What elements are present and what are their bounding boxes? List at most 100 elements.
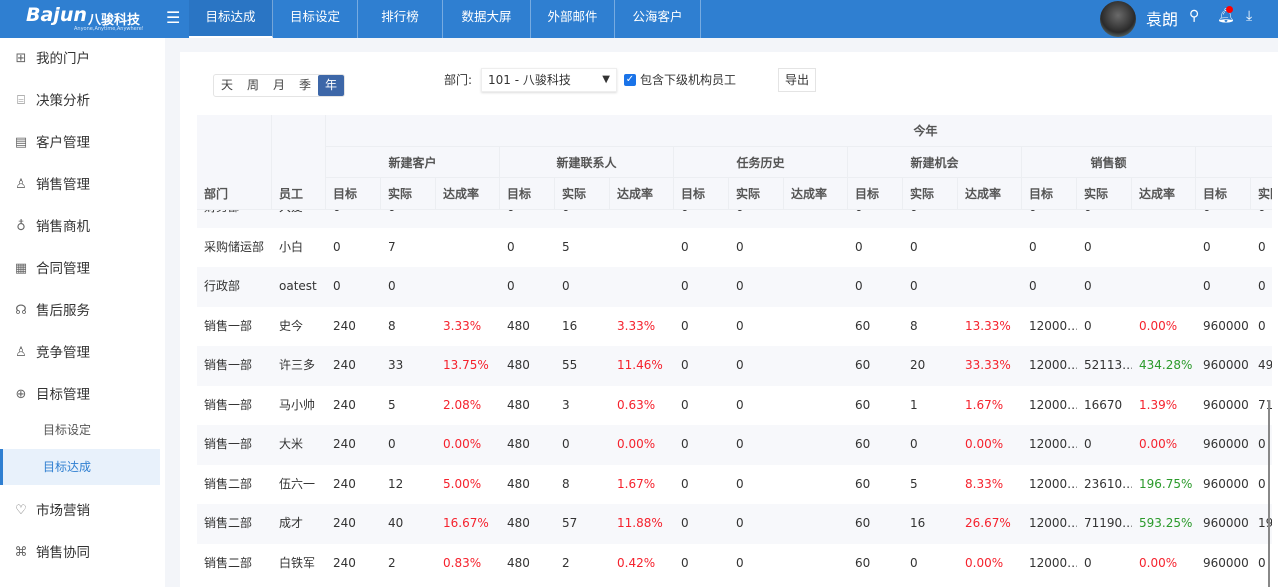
logo[interactable]: Bajun 八骏科技 Anyone,Anytime,Anywhere! [26, 2, 144, 36]
table-row[interactable]: 销售一部 史今 240 8 3.33% 480 16 3.33% 0 0 60 8 13.33% 1200… [197, 306, 1272, 347]
sub-header[interactable]: 达成率 [958, 178, 1022, 210]
sub-header[interactable]: 实际 [555, 178, 610, 210]
table-cell: 0.00% [965, 437, 1004, 451]
table-cell: 8 [562, 476, 570, 491]
period-4[interactable]: 年 [318, 75, 344, 96]
table-cell: 13.75% [443, 358, 489, 372]
sidebar-item-label: 销售协同 [36, 545, 90, 561]
sub-header[interactable]: 目标 [1196, 178, 1251, 210]
period-3[interactable]: 季 [298, 78, 311, 92]
table-cell: 240 [333, 555, 356, 570]
sub-header[interactable]: 达成率 [610, 178, 674, 210]
checkbox-checked-icon[interactable]: ✓ [624, 73, 636, 86]
table-row[interactable]: 销售二部 成才 240 40 16.67% 480 57 11.88% 0 0 60 16 26.67%… [197, 504, 1272, 544]
table-cell: 0 [1084, 239, 1092, 254]
table-cell: 0 [1022, 210, 1077, 228]
table-cell: 960000 [1203, 516, 1249, 530]
table-cell: 1 [910, 397, 918, 412]
vertical-scrollbar[interactable] [1268, 400, 1270, 587]
table-cell: 52113… [1084, 358, 1132, 372]
sub-header[interactable]: 实际 [381, 178, 436, 210]
table-row[interactable]: 销售一部 许三多 240 33 13.75% 480 55 11.46% 0 0 60 20 33.33… [197, 346, 1272, 386]
sidebar-item-4[interactable]: ♁ 销售商机 [12, 212, 90, 242]
sidebar-item-after-1[interactable]: ⌘ 销售协同 [12, 538, 91, 568]
table-row[interactable]: 行政部 oatest 0 0 0 0 0 0 0 0 0 0 0 0 [197, 267, 1272, 307]
table-cell: 1.67% [965, 397, 1004, 412]
dept-header[interactable]: 部门 [197, 115, 272, 210]
table-row[interactable]: 销售二部 白铁军 240 2 0.83% 480 2 0.42% 0 0 60 0 0.00% 12000… [197, 543, 1272, 583]
dept-select[interactable]: 101 - 八骏科技 ▼ [481, 68, 617, 92]
table-cell: 0 [903, 210, 958, 228]
table-cell: 0 [381, 210, 436, 228]
table-cell: 0 [1196, 210, 1251, 228]
sub-header[interactable]: 实际 [1077, 178, 1132, 210]
nav-tab-0[interactable]: 目标达成 [189, 0, 273, 38]
sub-header[interactable]: 目标 [500, 178, 555, 210]
sub-header[interactable]: 目标 [1022, 178, 1077, 210]
table-cell [436, 228, 500, 268]
period-1[interactable]: 周 [246, 78, 259, 92]
table-cell: 16.67% [443, 516, 489, 530]
period-2[interactable]: 月 [272, 78, 285, 92]
sub-header[interactable]: 达成率 [1132, 178, 1196, 210]
table-row[interactable]: 销售一部 大米 240 0 0.00% 480 0 0.00% 0 0 60 0 0.00% 12000…… [197, 425, 1272, 465]
sidebar-subitem-1[interactable]: 目标达成 [0, 449, 160, 485]
user-name[interactable]: 袁朗 [1146, 10, 1179, 29]
table-row[interactable]: 销售一部 马小帅 240 5 2.08% 480 3 0.63% 0 0 60 1 1.67% 12000… [197, 385, 1272, 425]
group-header-2: 任务历史 [674, 147, 848, 178]
sidebar-subitem-0[interactable]: 目标设定 [43, 423, 92, 437]
sidebar-item-7[interactable]: ♙ 竞争管理 [12, 338, 90, 368]
sidebar-item-5[interactable]: ▦ 合同管理 [12, 254, 90, 284]
notification-dot [1226, 6, 1233, 13]
table-row[interactable]: 财务部大爱000000000000 [197, 210, 1272, 228]
table-cell: 0 [1258, 437, 1266, 451]
avatar[interactable] [1100, 1, 1136, 37]
sub-header[interactable]: 实际 [729, 178, 784, 210]
sidebar: ⊞ 我的门户 ⌸ 决策分析 ▤ 客户管理 ♙ 销售管理 ♁ 销售商机 ▦ 合同管理 ☊ 售后服务 ♙ 竞争管理… [0, 38, 165, 587]
search-icon[interactable]: ⚲ [1189, 8, 1200, 24]
hamburger-menu-icon[interactable]: ☰ [166, 8, 181, 27]
table-cell: 0 [681, 239, 689, 254]
sub-header[interactable]: 目标 [848, 178, 903, 210]
sub-header[interactable]: 目标 [326, 178, 381, 210]
nav-tab-5[interactable]: 公海客户 [615, 0, 701, 38]
table-cell: 1.39% [1139, 397, 1178, 412]
nav-tab-3[interactable]: 数据大屏 [443, 0, 531, 38]
nav-tab-4[interactable]: 外部邮件 [531, 0, 615, 38]
table-cell: 26.67% [965, 516, 1011, 530]
table-cell [784, 228, 848, 268]
table-cell: 0 [681, 279, 689, 293]
sidebar-item-label: 目标管理 [36, 387, 90, 403]
emp-header[interactable]: 员工 [272, 115, 326, 210]
table-cell: 33.33% [965, 358, 1011, 372]
export-button[interactable]: 导出 [778, 68, 816, 92]
table-cell: 11.88% [617, 516, 663, 530]
sidebar-item-1[interactable]: ⌸ 决策分析 [12, 86, 90, 116]
table-row[interactable]: 采购储运部 小白 0 7 0 5 0 0 0 0 0 0 0 0 [197, 227, 1272, 268]
table-cell: 0 [1084, 318, 1092, 333]
table-cell: 0 [681, 476, 689, 491]
sub-header[interactable]: 达成率 [784, 178, 848, 210]
sidebar-item-after-0[interactable]: ♡ 市场营销 [12, 496, 90, 526]
nav-tab-1[interactable]: 目标设定 [273, 0, 358, 38]
sidebar-item-8[interactable]: ⊕ 目标管理 [12, 380, 90, 410]
table-cell [784, 307, 848, 347]
nav-tab-2[interactable]: 排行榜 [358, 0, 443, 38]
sidebar-item-0[interactable]: ⊞ 我的门户 [12, 44, 90, 74]
table-cell: 0 [681, 437, 689, 451]
sidebar-item-2[interactable]: ▤ 客户管理 [12, 128, 90, 158]
sidebar-item-3[interactable]: ♙ 销售管理 [12, 170, 90, 200]
sub-header[interactable]: 目标 [674, 178, 729, 210]
sub-header[interactable]: 实际 [1251, 178, 1272, 210]
download-icon[interactable]: ⤓ [1246, 8, 1253, 24]
table-cell: 0 [681, 318, 689, 333]
table-cell: 0 [333, 279, 341, 293]
sub-header[interactable]: 达成率 [436, 178, 500, 210]
period-0[interactable]: 天 [220, 78, 233, 92]
sidebar-item-6[interactable]: ☊ 售后服务 [12, 296, 90, 326]
sub-header[interactable]: 实际 [903, 178, 958, 210]
table-row[interactable]: 销售二部 伍六一 240 12 5.00% 480 8 1.67% 0 0 60 5 8.33% 1200… [197, 464, 1272, 504]
table-cell: 0.63% [617, 397, 656, 412]
table-body: 财务部大爱000000000000采购储运部小白070500000000行政部o… [197, 210, 1272, 587]
include-sub-checkbox[interactable]: ✓ 包含下级机构员工 [624, 71, 736, 88]
